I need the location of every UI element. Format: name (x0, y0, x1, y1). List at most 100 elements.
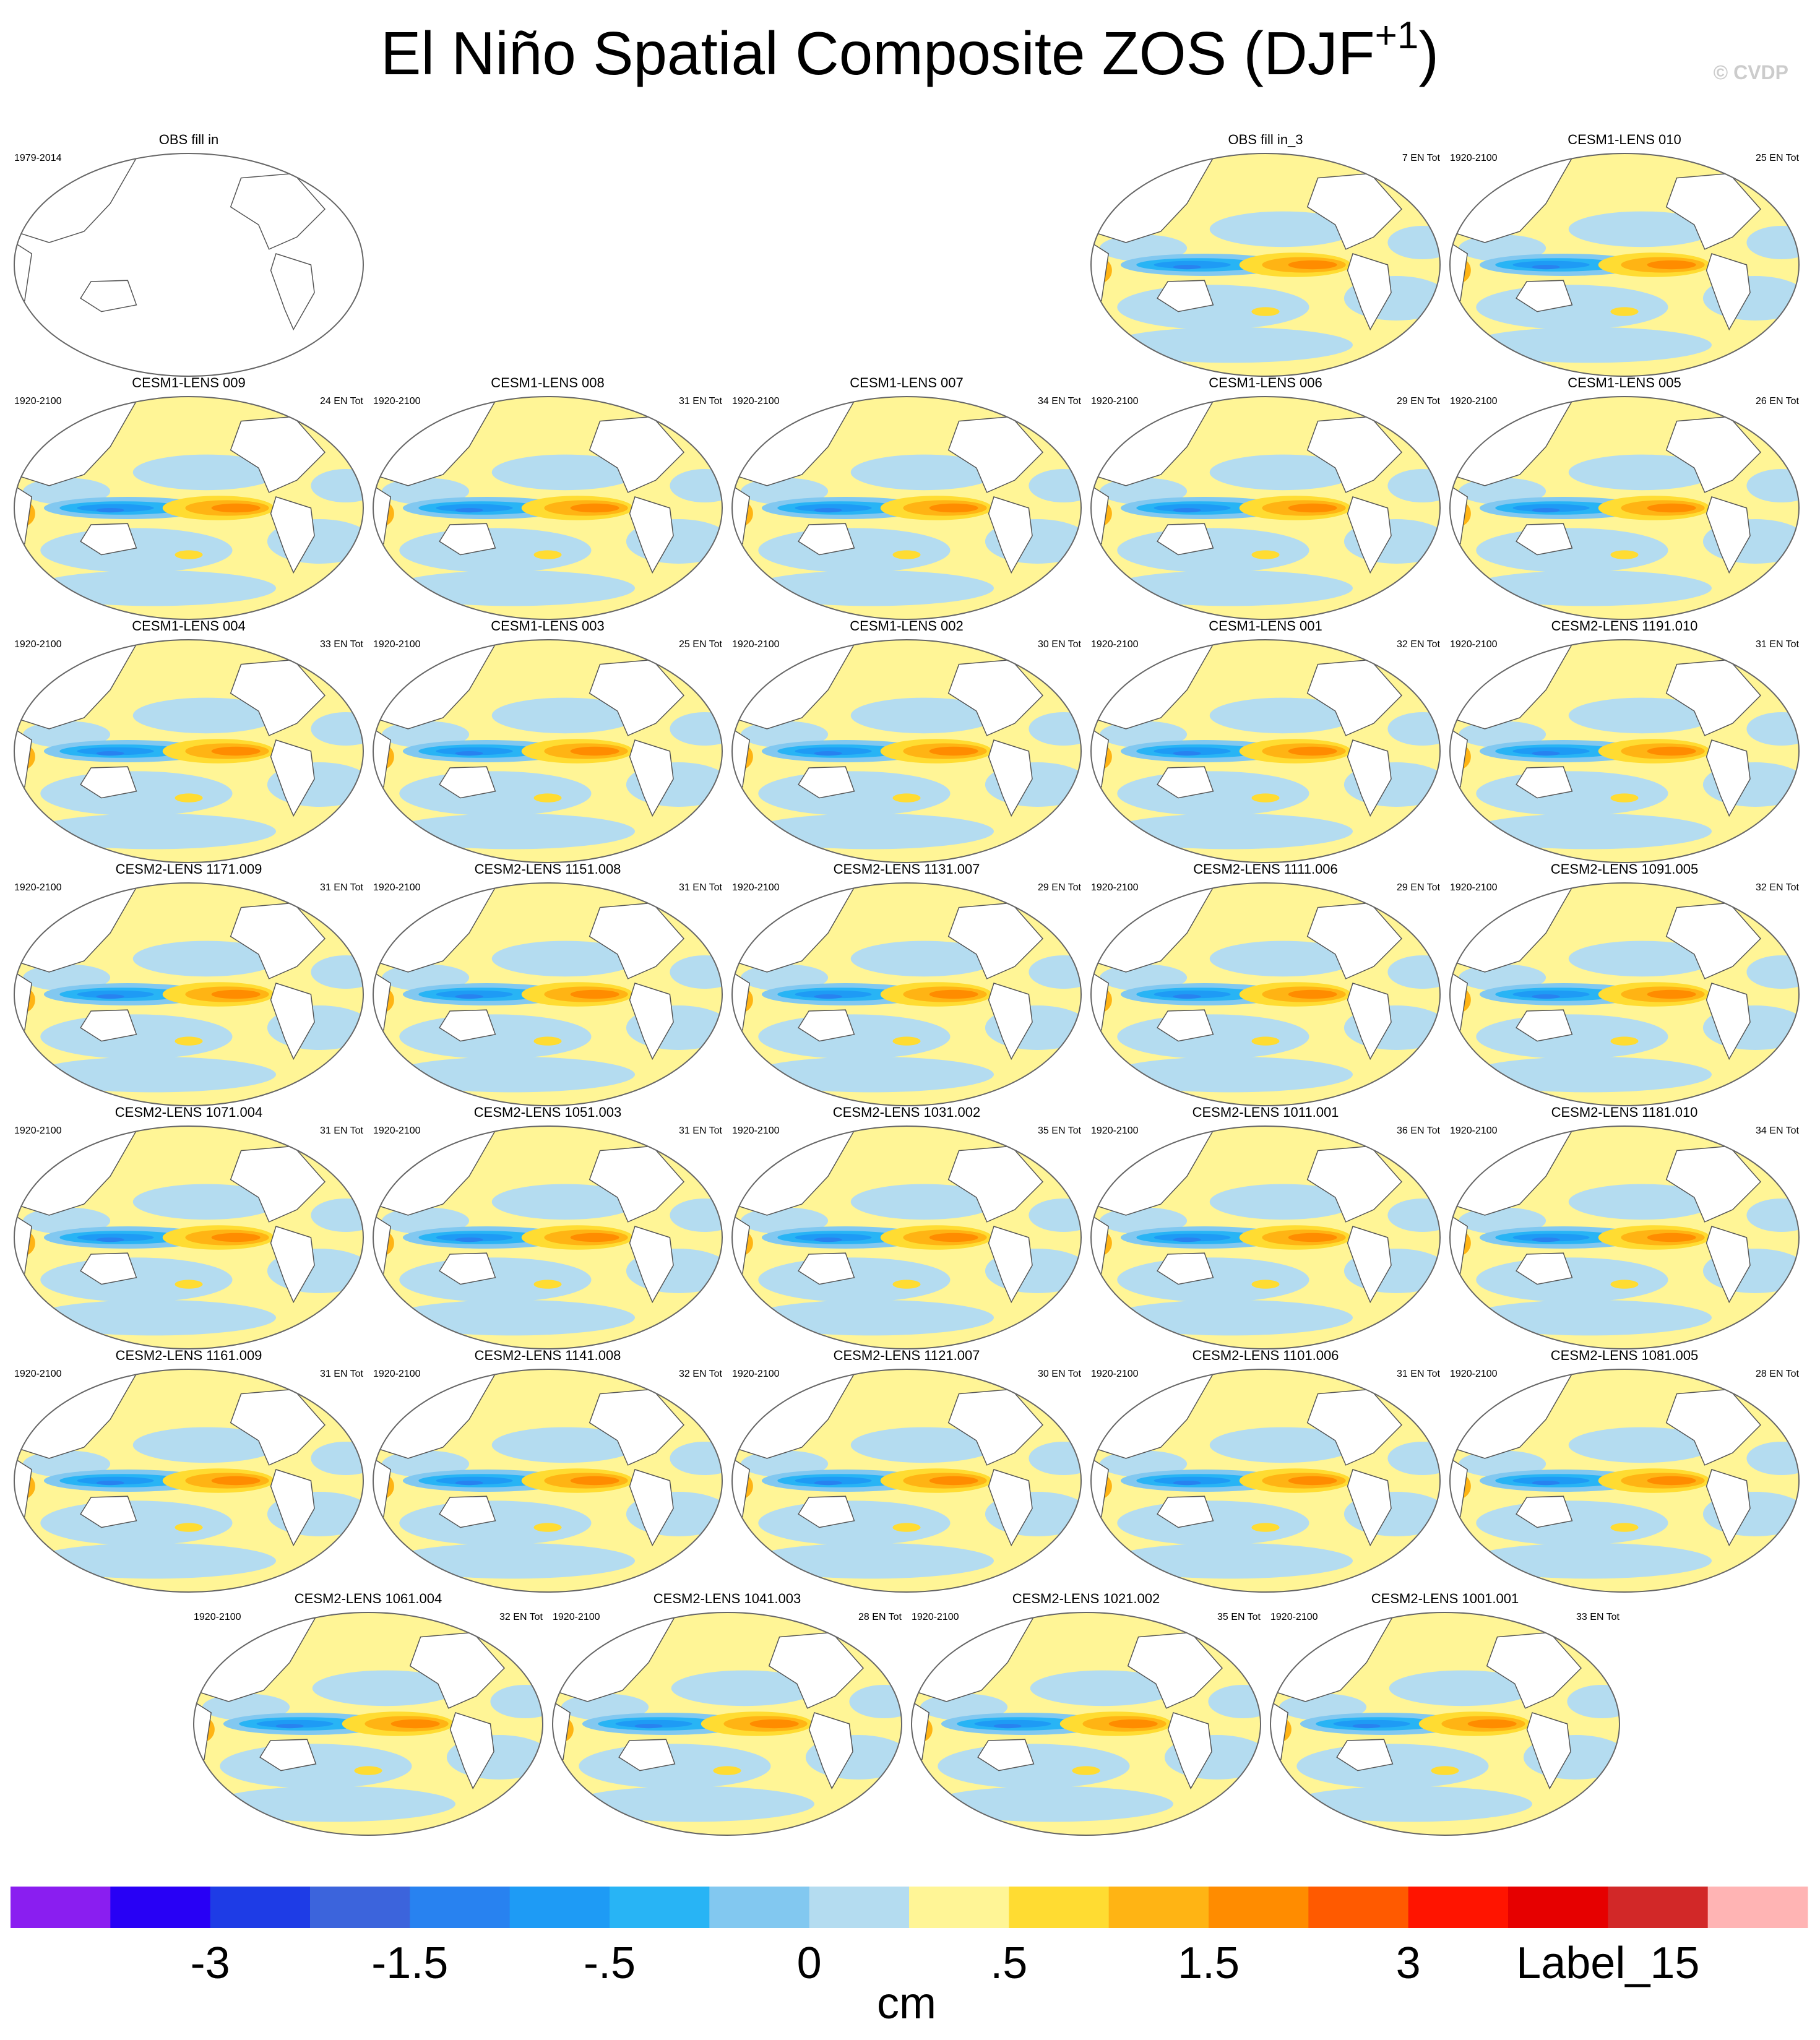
map (1450, 1126, 1799, 1349)
anomaly-region (1387, 226, 1440, 259)
map (732, 1126, 1081, 1349)
anomaly-region (1746, 712, 1799, 746)
anomaly-region (1431, 1766, 1459, 1775)
anomaly-region (1108, 1299, 1353, 1336)
colorbar-box (1009, 1887, 1110, 1928)
anomaly-region (77, 1476, 154, 1485)
panel-right-label: 28 EN Tot (1756, 1369, 1800, 1379)
anomaly-region (1154, 1476, 1231, 1485)
anomaly-region (1532, 994, 1560, 999)
land (1516, 1496, 1573, 1528)
colorbar-box (310, 1887, 410, 1928)
land (589, 902, 684, 979)
land (80, 1252, 137, 1285)
colorbar-box (1707, 1887, 1808, 1928)
anomaly-region (892, 1523, 921, 1532)
anomaly-region (1288, 746, 1337, 756)
anomaly-region (850, 1184, 998, 1220)
panel-left-label: 1920-2100 (373, 882, 421, 893)
map-outline (731, 396, 1082, 620)
anomaly-region (1647, 1233, 1696, 1242)
map (373, 397, 722, 619)
anomaly-region (849, 1685, 902, 1718)
panel-right-label: 32 EN Tot (1756, 882, 1800, 893)
land (1486, 1632, 1582, 1709)
map (14, 397, 363, 619)
anomaly-region (758, 1257, 951, 1302)
anomaly-region (758, 1014, 951, 1059)
anomaly-region (1108, 1543, 1353, 1579)
anomaly-region (533, 550, 562, 559)
land (947, 416, 1043, 493)
anomaly-region (1610, 793, 1639, 803)
land (1127, 1632, 1223, 1709)
panel-right-label: 29 EN Tot (1397, 882, 1441, 893)
anomaly-region (312, 1670, 459, 1706)
anomaly-region (929, 1786, 1173, 1822)
land (1091, 1214, 1110, 1276)
land (1157, 1496, 1214, 1528)
panel-title: CESM1-LENS 005 (1568, 375, 1681, 390)
colorbar-box (1209, 1887, 1309, 1928)
colorbar-unit: cm (877, 1979, 936, 2028)
land (947, 1145, 1043, 1223)
land (732, 1457, 751, 1520)
land (1450, 971, 1469, 1033)
anomaly-region (390, 1299, 635, 1336)
anomaly-region (570, 989, 619, 999)
anomaly-region (795, 1233, 872, 1242)
land (1706, 496, 1751, 574)
anomaly-region (1746, 226, 1799, 259)
land (1665, 1388, 1761, 1466)
land (1091, 484, 1110, 547)
panel-title: OBS fill in (159, 132, 219, 147)
anomaly-region (929, 989, 978, 999)
panel-left-label: 1920-2100 (732, 639, 780, 650)
colorbar-label: 0 (797, 1939, 822, 1988)
anomaly-region (1154, 1233, 1231, 1242)
anomaly-region (32, 1543, 276, 1579)
anomaly-region (175, 550, 203, 559)
anomaly-region (533, 793, 562, 803)
land (798, 1496, 855, 1528)
land (1157, 766, 1214, 799)
anomaly-region (1251, 550, 1280, 559)
panel-right-label: 35 EN Tot (1217, 1612, 1261, 1622)
land (1516, 1009, 1573, 1042)
land (439, 1496, 496, 1528)
panel-left-label: 1920-2100 (1450, 1125, 1498, 1136)
land (1157, 280, 1214, 312)
anomaly-region (670, 712, 722, 746)
anomaly-region (850, 1427, 998, 1463)
map-outline (1449, 396, 1800, 620)
colorbar-box (610, 1887, 710, 1928)
anomaly-region (929, 503, 978, 513)
map-outline (14, 153, 364, 377)
map-outline (14, 1369, 364, 1593)
land (373, 1457, 392, 1520)
land (1157, 1009, 1214, 1042)
anomaly-region (1746, 1199, 1799, 1232)
land (1706, 739, 1751, 817)
anomaly-region (211, 1476, 261, 1486)
anomaly-region (175, 1036, 203, 1046)
land (1347, 983, 1392, 1061)
land (373, 484, 392, 547)
anomaly-region (1467, 1543, 1712, 1579)
anomaly-region (1251, 793, 1280, 803)
anomaly-region (211, 746, 261, 756)
panel-right-label: 32 EN Tot (1397, 639, 1441, 650)
map-outline (14, 882, 364, 1106)
anomaly-region (40, 528, 233, 573)
map-outline (731, 1125, 1082, 1349)
land (373, 1214, 392, 1276)
anomaly-region (1610, 1036, 1639, 1046)
anomaly-region (1288, 260, 1337, 270)
anomaly-region (1610, 307, 1639, 316)
anomaly-region (77, 504, 154, 512)
land (270, 253, 315, 331)
map-outline (731, 1369, 1082, 1593)
panel-left-label: 1920-2100 (1091, 1125, 1139, 1136)
anomaly-region (32, 813, 276, 850)
panel-left-label: 1920-2100 (732, 1125, 780, 1136)
